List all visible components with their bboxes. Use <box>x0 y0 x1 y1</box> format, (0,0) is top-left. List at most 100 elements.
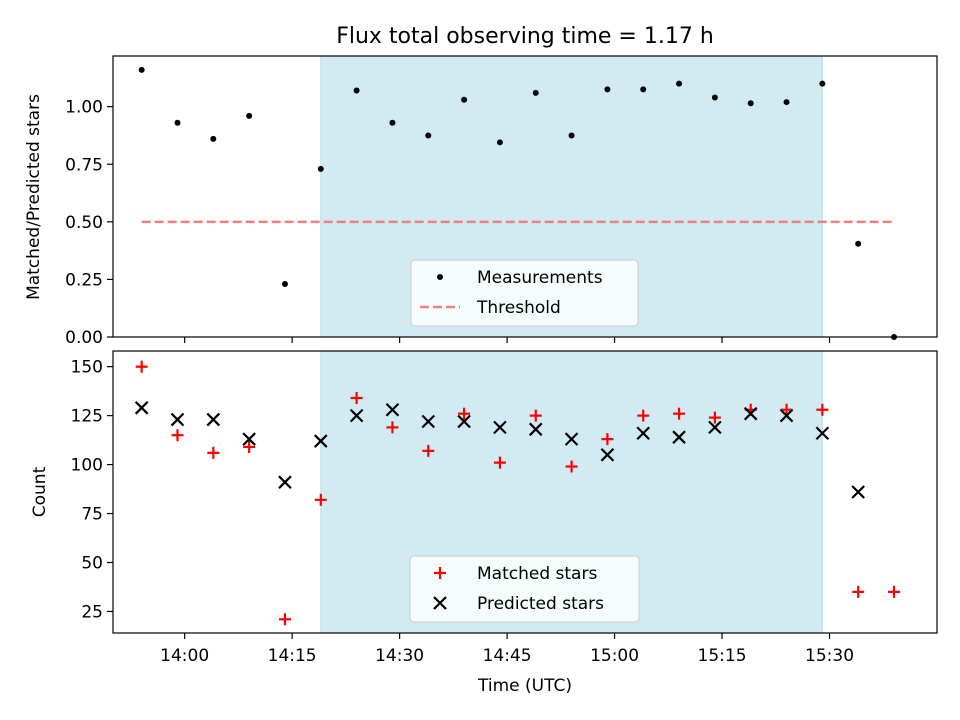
top-panel: 0.00 0.25 0.50 0.75 1.00 Matched/Predicted s… <box>24 55 938 348</box>
top-ytick-label: 0.25 <box>65 270 103 290</box>
legend-plus-glyph <box>434 567 446 579</box>
measurement-point <box>246 112 253 119</box>
legend-matched-label: Matched stars <box>477 564 597 584</box>
x-stroke-b <box>708 420 722 435</box>
predicted-star-point <box>242 432 256 446</box>
matched-star-point <box>493 456 506 469</box>
top-y-axis-label: Matched/Predicted stars <box>24 94 44 300</box>
predicted-star-point <box>708 420 722 435</box>
matched-star-point <box>135 360 148 373</box>
x-stroke-b <box>600 448 615 462</box>
predicted-star-point <box>457 414 471 429</box>
matched-star-point <box>601 433 614 446</box>
measurement-point <box>389 119 396 126</box>
top-ytick-label: 0.50 <box>65 213 103 233</box>
bottom-ytick-label: 150 <box>71 358 103 378</box>
matched-star-point <box>780 403 793 416</box>
measurement-point <box>711 94 718 101</box>
top-ytick-label: 0.75 <box>65 155 103 175</box>
x-stroke-b <box>457 414 471 429</box>
x-stroke-b <box>433 596 447 610</box>
predicted-star-point <box>779 408 794 423</box>
chart-title: Flux total observing time = 1.17 h <box>336 24 714 49</box>
predicted-star-point <box>851 485 865 499</box>
matched-star-point <box>816 403 829 416</box>
measurement-point <box>747 100 754 107</box>
x-stroke-b <box>493 420 507 435</box>
measurement-point <box>461 96 468 103</box>
x-tick-label: 14:00 <box>160 646 209 666</box>
legend-measurements-label: Measurements <box>477 268 603 288</box>
matched-star-point <box>673 407 686 420</box>
x-stroke-b <box>170 412 185 427</box>
x-stroke-b <box>314 434 328 448</box>
measurement-point <box>819 80 826 87</box>
x-stroke-b <box>421 414 436 429</box>
predicted-star-point <box>170 412 185 427</box>
matched-star-point <box>278 613 291 626</box>
x-tick-label: 15:30 <box>805 646 854 666</box>
measurement-point <box>604 86 611 93</box>
matched-star-point <box>458 407 471 420</box>
x-stroke-b <box>242 432 256 446</box>
x-tick-label: 14:45 <box>483 646 532 666</box>
bottom-ytick-label: 25 <box>81 602 103 622</box>
x-stroke-b <box>528 422 543 437</box>
measurement-point <box>281 281 288 288</box>
matched-star-point <box>422 444 435 457</box>
measurement-point <box>783 99 790 106</box>
legend-measurements-marker <box>437 274 443 280</box>
top-legend-box <box>410 259 639 327</box>
matched-star-point <box>207 446 220 459</box>
x-tick-label: 15:00 <box>590 646 639 666</box>
bottom-ytick-label: 50 <box>81 554 103 574</box>
x-stroke-b <box>385 402 400 417</box>
predicted-star-point <box>134 401 149 415</box>
predicted-star-point <box>493 420 507 435</box>
predicted-star-point <box>743 406 758 421</box>
predicted-star-point <box>636 426 651 441</box>
x-stroke-b <box>851 485 865 499</box>
predicted-star-point <box>314 434 328 448</box>
top-axes-frame <box>112 55 938 338</box>
x-tick-label: 14:15 <box>268 646 317 666</box>
bottom-ytick-label: 125 <box>71 407 103 427</box>
measurement-point <box>855 240 862 247</box>
x-stroke-b <box>206 412 221 427</box>
legend-x-glyph <box>433 596 447 610</box>
measurement-point <box>532 89 539 96</box>
x-stroke-b <box>743 406 758 421</box>
matched-star-point <box>565 460 578 473</box>
matched-star-point <box>243 440 256 453</box>
matched-star-point <box>852 585 865 598</box>
predicted-star-point <box>278 475 292 489</box>
matched-star-point <box>314 493 327 506</box>
legend-threshold-label: Threshold <box>476 298 561 318</box>
measurement-point <box>353 87 360 94</box>
x-stroke-b <box>134 401 149 415</box>
matched-star-point <box>708 411 721 424</box>
top-legend: Measurements Threshold <box>410 259 639 327</box>
matched-star-point <box>350 392 363 404</box>
bottom-legend-box <box>409 555 640 623</box>
bottom-y-axis-label: Count <box>30 466 50 517</box>
measurement-point <box>568 132 575 139</box>
predicted-star-point <box>815 426 830 441</box>
measurement-point <box>496 139 503 146</box>
x-stroke-b <box>672 430 686 444</box>
bottom-ytick-label: 100 <box>71 456 103 476</box>
top-ytick-label: 0.00 <box>65 328 103 348</box>
matched-star-point <box>529 409 542 422</box>
measurement-point <box>210 135 217 142</box>
measurement-point <box>640 86 647 93</box>
x-stroke-b <box>779 408 794 423</box>
bottom-ytick-label: 75 <box>81 505 103 525</box>
bottom-legend: Matched stars Predicted stars <box>409 555 640 623</box>
measurement-point <box>317 165 324 172</box>
matched-star-point <box>171 429 184 442</box>
x-axis-label: Time (UTC) <box>477 676 572 696</box>
predicted-star-point <box>564 432 579 446</box>
legend-matched-marker <box>434 567 446 579</box>
predicted-star-point <box>385 402 400 417</box>
